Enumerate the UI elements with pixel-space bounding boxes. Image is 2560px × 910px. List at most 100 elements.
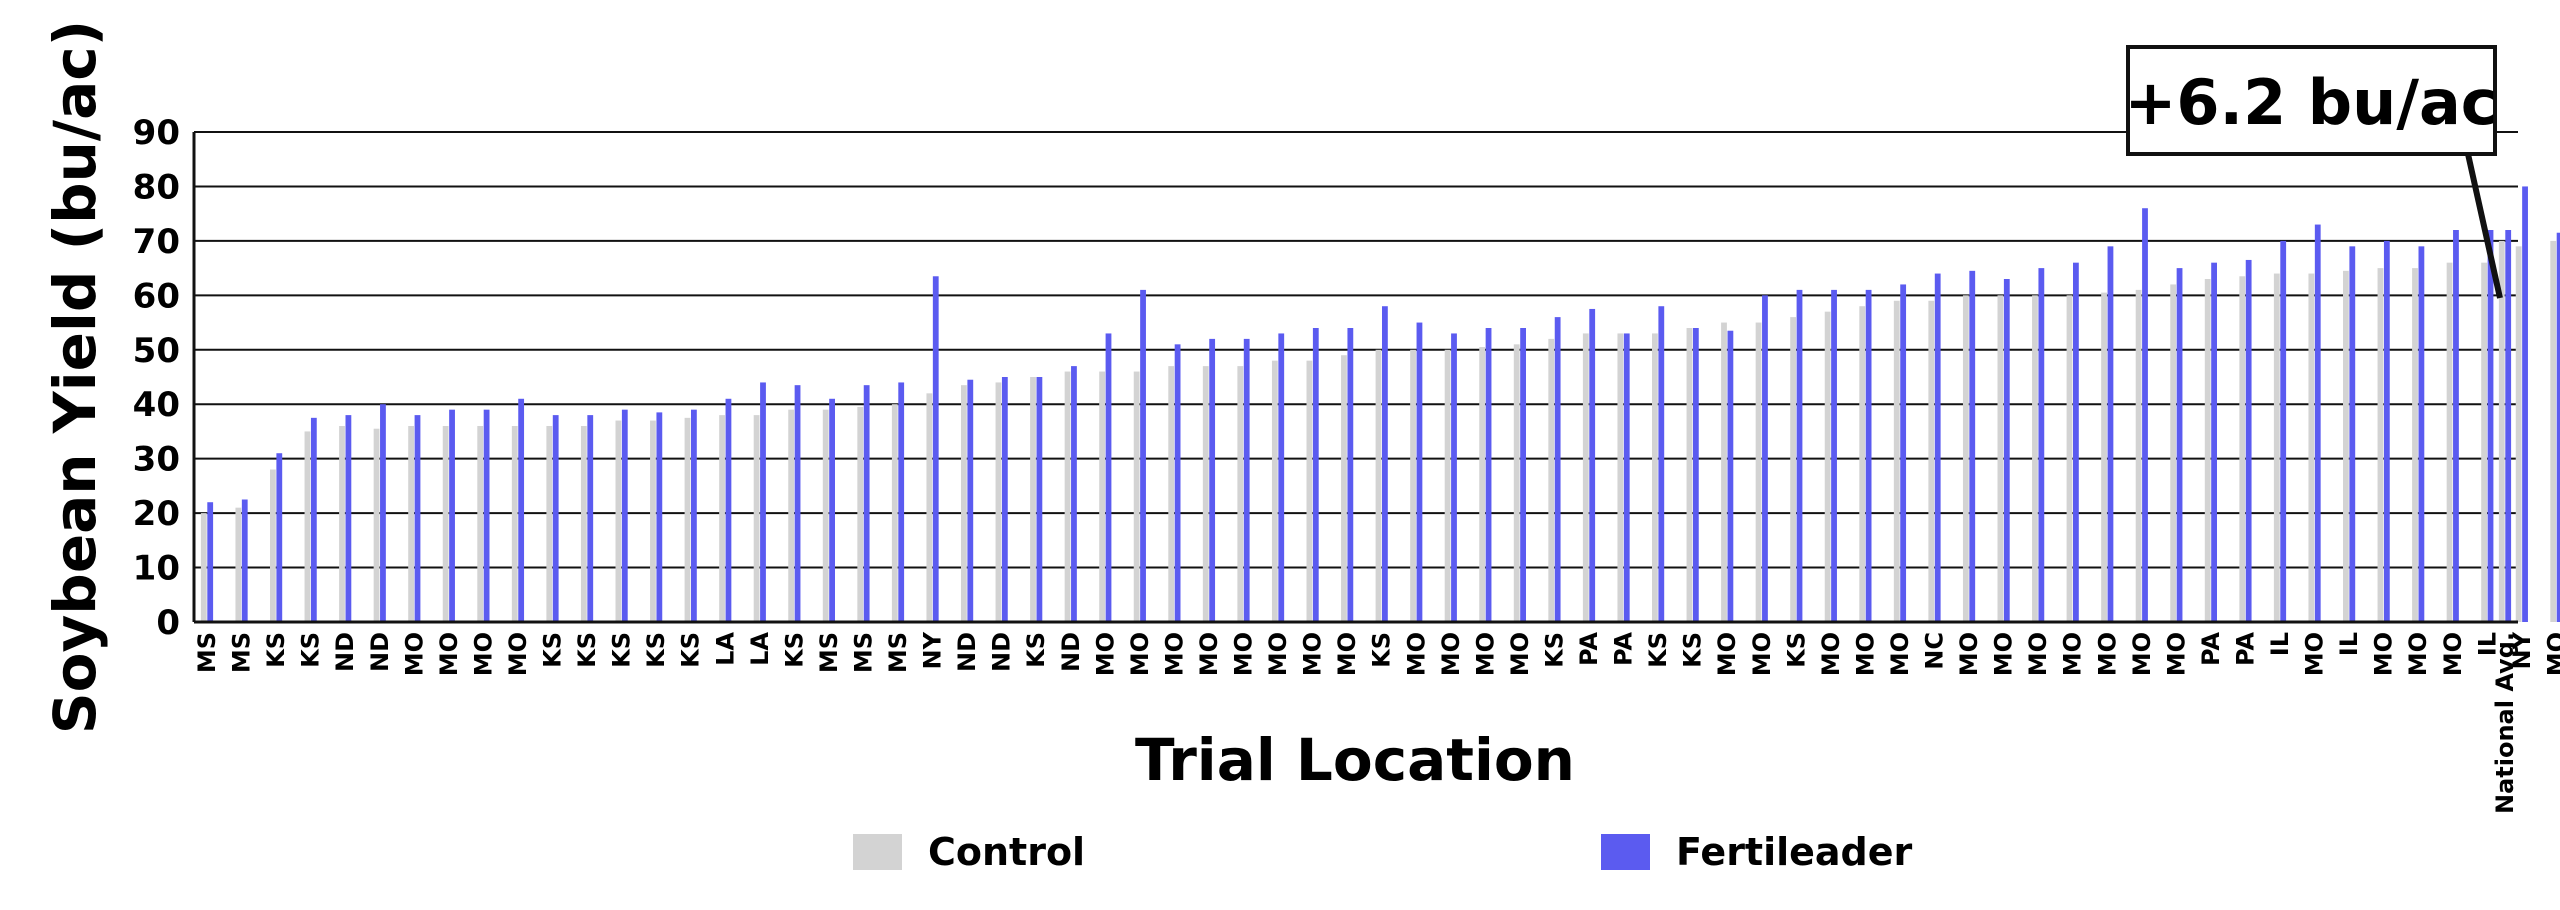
bar-fertileader [2522, 186, 2528, 622]
x-tick-label: MO [2439, 632, 2467, 676]
bar-control [1306, 360, 1313, 622]
bar-control [1755, 322, 1762, 622]
bar-fertileader [1554, 317, 1561, 622]
bar-control [200, 513, 207, 622]
x-tick-label: MO [504, 632, 532, 676]
x-tick-label: ND [331, 632, 359, 672]
bar-fertileader [2453, 230, 2459, 622]
bar-fertileader [656, 412, 663, 622]
x-tick-label: MS [884, 632, 912, 673]
bar-fertileader [310, 417, 317, 622]
callout-text: +6.2 bu/ac [2124, 66, 2497, 139]
x-tick-label: KS [642, 632, 670, 668]
bar-fertileader [1451, 333, 1457, 622]
x-tick-label: MO [435, 632, 463, 676]
bar-fertileader [1831, 289, 1837, 622]
x-tick-label: MO [1851, 632, 1879, 676]
bar-control [1237, 366, 1244, 622]
bar-fertileader [518, 398, 525, 622]
bar-fertileader [2418, 246, 2425, 623]
bar-control [580, 426, 587, 622]
bar-fertileader [2383, 240, 2390, 622]
bar-control [2135, 289, 2142, 622]
x-tick-label: LA [711, 632, 739, 666]
bar-control [1859, 306, 1866, 622]
x-tick-label: PA [1575, 632, 1603, 666]
bar-control [2032, 295, 2038, 622]
x-tick-label: MO [1333, 632, 1361, 676]
bar-fertileader [207, 502, 214, 622]
bar-fertileader [1140, 289, 1146, 622]
bar-control [2308, 273, 2315, 622]
x-tick-label: KS [573, 632, 601, 668]
x-tick-label: MO [2301, 632, 2329, 676]
bar-fertileader [241, 499, 248, 622]
bar-control [235, 507, 242, 622]
bar-control [1548, 338, 1555, 622]
bar-fertileader [1174, 344, 1181, 622]
bar-control [2066, 295, 2073, 622]
x-tick-label: KS [1679, 632, 1707, 668]
bar-control [1133, 371, 1140, 622]
bar-fertileader [1969, 270, 1976, 622]
bar-control [1030, 377, 1036, 622]
x-tick-label: LA [746, 632, 774, 666]
bar-fertileader [380, 404, 386, 622]
bar-control [719, 415, 725, 622]
bar-fertileader [1243, 338, 1250, 622]
gridlines [194, 131, 2518, 569]
bar-fertileader [2505, 230, 2512, 622]
bar-fertileader [932, 276, 939, 622]
bar-fertileader [967, 379, 974, 622]
bar-fertileader [760, 382, 766, 622]
x-tick-label: ND [953, 632, 981, 672]
bar-fertileader [1209, 338, 1216, 622]
x-tick-label: MO [2542, 632, 2560, 676]
bar-fertileader [2003, 279, 2010, 622]
bar-fertileader [2038, 268, 2045, 622]
bar-control [2446, 262, 2453, 622]
bar-fertileader [1762, 295, 1768, 622]
bar-fertileader [483, 409, 490, 622]
bar-control [2204, 279, 2211, 622]
bar-fertileader [2073, 262, 2079, 622]
bar-control [1375, 349, 1382, 622]
bar-fertileader [2245, 259, 2252, 622]
bar-fertileader [1485, 328, 1492, 622]
bar-fertileader [829, 398, 835, 622]
bar-fertileader [1900, 284, 1907, 622]
bar-control [408, 426, 414, 622]
bar-fertileader [2487, 230, 2494, 622]
bar-fertileader [2176, 268, 2183, 622]
y-tick-label: 30 [133, 440, 180, 480]
x-tick-label: NY [2508, 631, 2536, 669]
bar-control [2412, 268, 2418, 622]
x-tick-label: KS [608, 632, 636, 668]
bar-fertileader [2349, 246, 2356, 623]
x-tick-label: MO [2370, 632, 2398, 676]
x-tick-label: MO [2162, 632, 2190, 676]
x-tick-label: KS [1540, 632, 1568, 668]
x-tick-label: MO [1506, 632, 1534, 676]
x-tick-label: NY [919, 631, 947, 669]
bar-control [1721, 322, 1727, 622]
bar-control [891, 404, 898, 622]
x-tick-label: MO [400, 632, 428, 676]
x-tick-label: MO [1195, 632, 1223, 676]
x-tick-label: MO [2059, 632, 2087, 676]
x-tick-label: MO [1471, 632, 1499, 676]
bar-fertileader [1347, 328, 1354, 622]
bar-fertileader [1105, 333, 1112, 622]
bar-control [1824, 311, 1831, 622]
bar-control [1790, 317, 1796, 622]
bar-control [477, 426, 484, 622]
bar-control [339, 426, 345, 622]
bar-fertileader [276, 453, 283, 622]
bar-control [857, 406, 864, 622]
x-tick-label: MO [1886, 632, 1914, 676]
bar-fertileader [345, 415, 352, 622]
x-tick-label: MO [469, 632, 497, 676]
bar-control [304, 431, 311, 622]
callout-leader [2465, 153, 2503, 299]
